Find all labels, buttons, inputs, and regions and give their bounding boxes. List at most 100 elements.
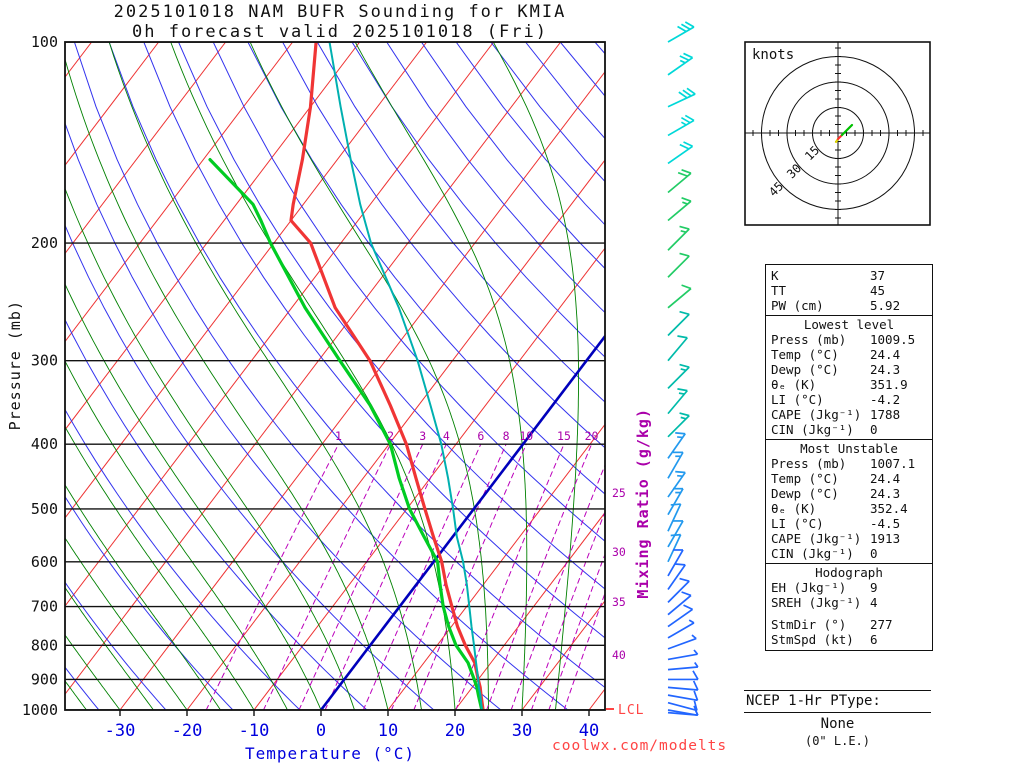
- wind-barb: [667, 577, 690, 603]
- wind-barb: [667, 388, 688, 415]
- wind-barb: [667, 700, 698, 712]
- wind-barb: [667, 709, 699, 717]
- sounding-traces: [208, 42, 485, 710]
- parcel-trace: [328, 42, 483, 710]
- wind-barb-column: [667, 21, 699, 717]
- stat-row: Press (mb) 1007.1: [771, 456, 916, 471]
- wind-barb: [667, 619, 695, 639]
- wind-barb: [667, 680, 699, 691]
- pressure-gridlines: [65, 42, 605, 710]
- svg-text:400: 400: [31, 435, 58, 453]
- svg-text:40: 40: [579, 721, 599, 741]
- svg-text:20: 20: [445, 721, 465, 741]
- mixing-ratio-labels: 1 2 3 4 6 8 10 15 20 25 30 35 40: [335, 429, 626, 662]
- svg-text:1: 1: [335, 429, 342, 443]
- svg-text:0: 0: [316, 721, 326, 741]
- stat-row: Dewp (°C) 24.3: [771, 486, 901, 501]
- svg-text:15: 15: [557, 429, 571, 443]
- stats-section-title: Most Unstable: [766, 439, 932, 456]
- wind-barb: [667, 604, 694, 628]
- ptype-title: NCEP 1-Hr PType:: [744, 690, 931, 713]
- svg-text:30: 30: [612, 545, 626, 559]
- wind-barb: [667, 563, 686, 590]
- wind-barb: [667, 335, 688, 362]
- svg-text:1000: 1000: [22, 701, 58, 719]
- ptype-block: NCEP 1-Hr PType: None (0" L.E.): [744, 690, 931, 748]
- stat-row: LI (°C) -4.5: [771, 516, 901, 531]
- wind-barb: [667, 533, 682, 563]
- svg-text:10: 10: [378, 721, 398, 741]
- svg-text:40: 40: [612, 648, 626, 662]
- temperature-axis-label: Temperature (°C): [244, 744, 416, 763]
- stat-row: θₑ (K) 351.9: [771, 377, 908, 392]
- stat-row: Temp (°C) 24.4: [771, 347, 901, 362]
- wind-barb: [667, 591, 692, 616]
- svg-text:700: 700: [31, 598, 58, 616]
- wind-barb: [667, 252, 690, 278]
- freezing-isotherm: [319, 334, 605, 710]
- hodograph-unit-label: knots: [752, 47, 795, 63]
- lcl-marker: LCL: [606, 703, 644, 718]
- stat-row: CAPE (Jkg⁻¹) 1913: [771, 531, 901, 546]
- stat-row: K 37: [771, 268, 886, 283]
- watermark-text: coolwx.com/modelts: [552, 738, 728, 754]
- svg-text:500: 500: [31, 500, 58, 518]
- plot-border: [64, 41, 606, 711]
- stat-row: PW (cm) 5.92: [771, 298, 901, 313]
- svg-text:300: 300: [31, 352, 58, 370]
- temperature-trace: [289, 42, 485, 710]
- svg-text:6: 6: [477, 429, 484, 443]
- stat-row: CAPE (Jkg⁻¹) 1788: [771, 407, 901, 422]
- wind-barb: [667, 196, 692, 222]
- wind-barb: [667, 310, 690, 337]
- stat-row: Press (mb) 1009.5: [771, 332, 916, 347]
- svg-text:2: 2: [387, 429, 394, 443]
- ptype-value: None: [820, 716, 855, 732]
- svg-text:8: 8: [503, 429, 510, 443]
- svg-text:30: 30: [512, 721, 532, 741]
- hodograph-ring: [761, 56, 915, 210]
- svg-text:-30: -30: [105, 721, 136, 741]
- svg-text:25: 25: [612, 486, 626, 500]
- wind-barb: [667, 432, 686, 459]
- pressure-axis-label: Pressure (mb): [6, 300, 24, 431]
- hodograph-ring: [812, 107, 864, 159]
- wind-barb: [667, 114, 695, 137]
- svg-text:35: 35: [612, 595, 626, 609]
- stat-row: θₑ (K) 352.4: [771, 501, 908, 516]
- svg-text:4: 4: [443, 429, 450, 443]
- wind-barb: [667, 412, 690, 438]
- moist-adiabats-group: [65, 42, 579, 710]
- hodograph-ring: [786, 81, 890, 185]
- title-line1: 2025101018 NAM BUFR Sounding for KMIA: [113, 2, 567, 22]
- svg-text:3: 3: [419, 429, 426, 443]
- stats-panel: K 37 TT 45 PW (cm) 5.92 Lowest level Press (mb)…: [765, 264, 933, 651]
- wind-barb: [667, 52, 694, 76]
- svg-text:-20: -20: [172, 721, 203, 741]
- stat-row: CIN (Jkg⁻¹) 0: [771, 546, 878, 561]
- stat-row: SREH (Jkg⁻¹) 4: [771, 595, 878, 610]
- stat-row: EH (Jkg⁻¹) 9: [771, 580, 878, 595]
- wind-barb: [667, 549, 684, 577]
- wind-barb: [667, 225, 690, 251]
- mixing-ratio-axis-label: Mixing Ratio (g/kg): [634, 408, 652, 599]
- svg-text:600: 600: [31, 553, 58, 571]
- stat-row: StmSpd (kt) 6: [771, 632, 878, 647]
- svg-text:LCL: LCL: [618, 703, 644, 718]
- dry-adiabats-group: [65, 42, 605, 710]
- wind-barb: [667, 503, 682, 532]
- temperature-tick-labels: -30 -20 -10 0 10 20 30 40: [105, 710, 599, 741]
- wind-barb: [668, 670, 699, 681]
- isotherms-group: [65, 42, 605, 710]
- stat-row: Temp (°C) 24.4: [771, 471, 901, 486]
- wind-barb: [667, 634, 697, 650]
- wind-barb: [667, 470, 686, 498]
- page-title: 2025101018 NAM BUFR Sounding for KMIA 0h…: [55, 2, 625, 42]
- svg-text:900: 900: [31, 670, 58, 688]
- stat-row: TT 45: [771, 283, 886, 298]
- wind-barb: [667, 487, 684, 516]
- dewpoint-trace: [208, 158, 484, 710]
- svg-text:20: 20: [585, 429, 599, 443]
